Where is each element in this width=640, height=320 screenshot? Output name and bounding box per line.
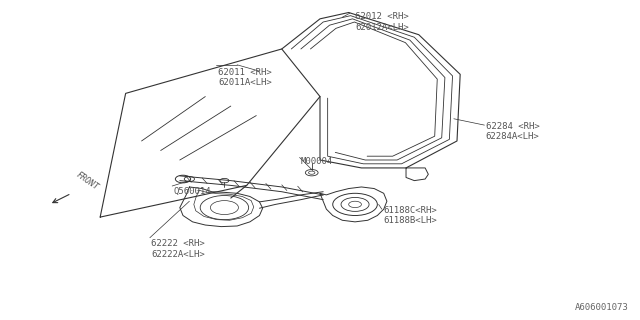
Text: 62222 <RH>
62222A<LH>: 62222 <RH> 62222A<LH> [151,239,205,259]
Text: 62284 <RH>
62284A<LH>: 62284 <RH> 62284A<LH> [486,122,540,141]
Text: M00004: M00004 [301,157,333,166]
Text: FRONT: FRONT [75,170,100,192]
Text: 61188C<RH>
61188B<LH>: 61188C<RH> 61188B<LH> [384,206,438,225]
Text: 62012 <RH>
62012A<LH>: 62012 <RH> 62012A<LH> [355,12,409,32]
Text: Q560014: Q560014 [173,187,211,196]
Text: A606001073: A606001073 [575,303,629,312]
Text: 62011 <RH>
62011A<LH>: 62011 <RH> 62011A<LH> [218,68,272,87]
